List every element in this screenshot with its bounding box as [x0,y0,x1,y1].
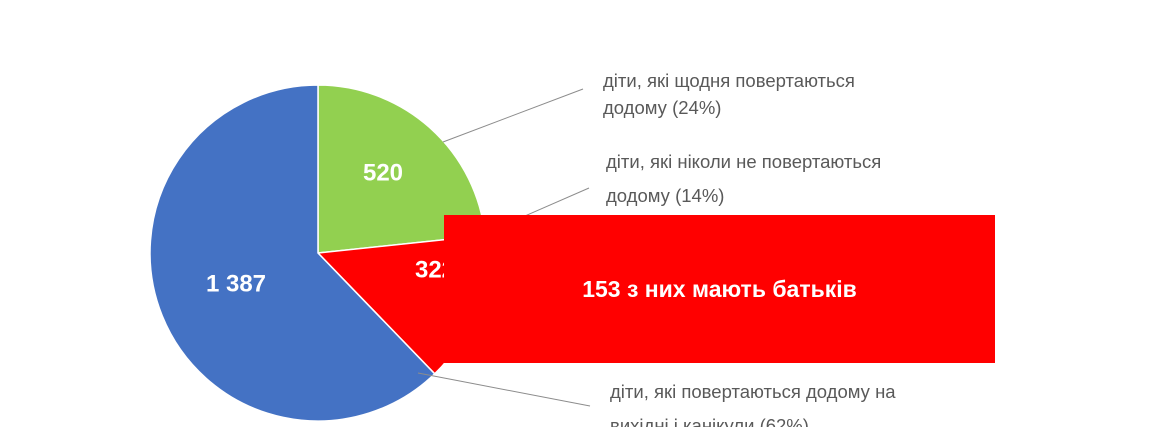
slice-label-daily: діти, які щодня повертаються додому (24%… [603,67,855,121]
slice-daily-leader-line [442,88,584,143]
slice-label-weekends-line-1: діти, які повертаються додому на [610,381,896,402]
slice-label-daily-line-2: додому (24%) [603,97,722,118]
slice-daily [317,84,486,254]
callout-box: 153 з них мають батьків [444,215,995,363]
slice-weekends-value-label: 1 387 [206,270,266,297]
callout-text: 153 з них мають батьків [582,275,857,302]
slice-label-never-line-2: додому (14%) [606,185,725,206]
slice-label-daily-line-1: діти, які щодня повертаються [603,70,855,91]
slice-daily-value-label: 520 [363,159,403,186]
slice-label-weekends: діти, які повертаються додому на вихідні… [610,375,896,427]
slice-label-never: діти, які ніколи не повертаються додому … [606,145,881,213]
slice-weekends-leader-line [417,372,591,407]
pie-slices [149,84,487,422]
slice-label-weekends-line-2: вихідні і канікули (62%) [610,415,809,427]
slice-weekends [149,84,436,422]
slice-label-never-line-1: діти, які ніколи не повертаються [606,151,882,172]
